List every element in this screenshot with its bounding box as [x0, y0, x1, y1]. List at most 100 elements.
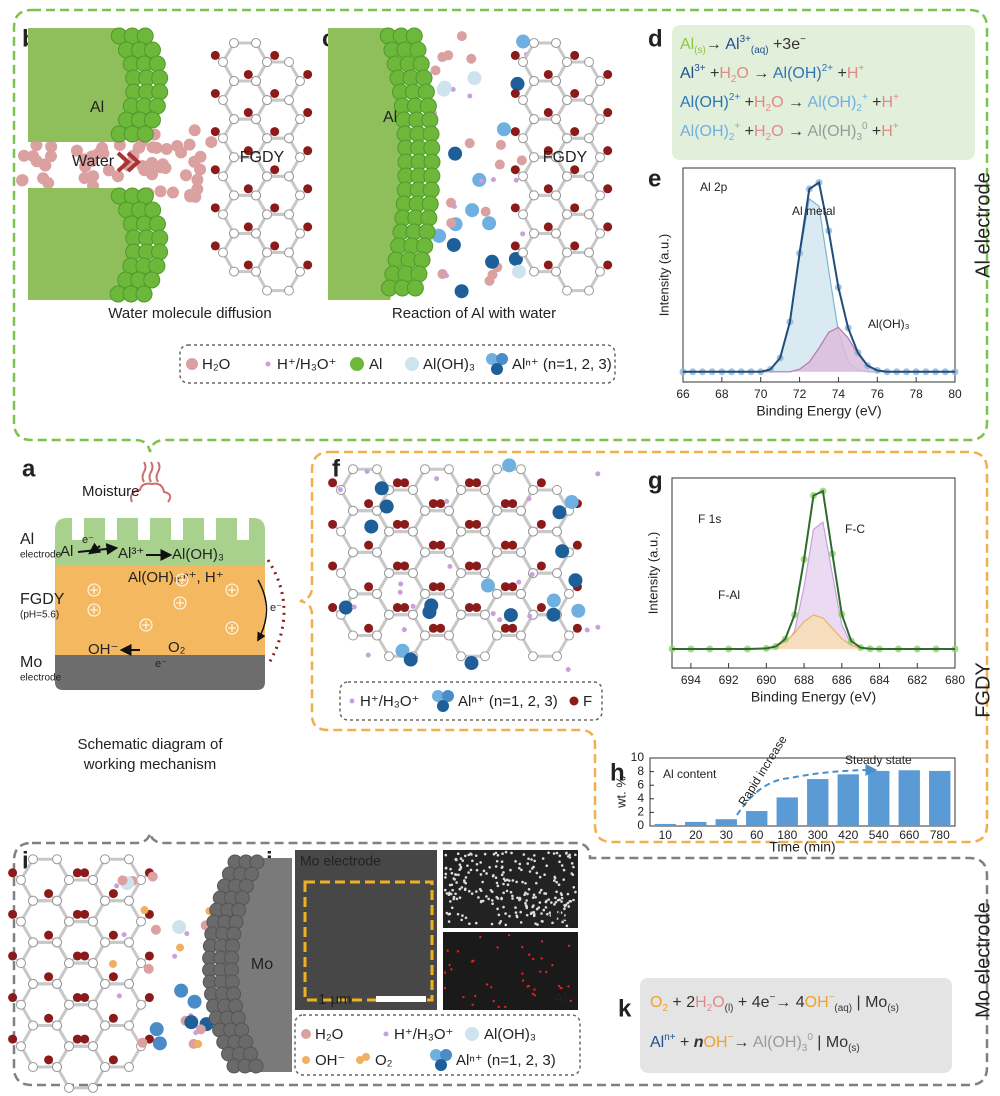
- f-atom: [270, 50, 280, 60]
- lattice-node: [100, 854, 110, 865]
- fit-line: [672, 489, 955, 650]
- water-molecule: [494, 159, 505, 170]
- lattice-node: [28, 1020, 38, 1031]
- proton: [351, 604, 357, 610]
- map-dot: [560, 986, 563, 990]
- map-dot: [519, 921, 523, 924]
- proton: [444, 498, 450, 504]
- f-atom: [572, 623, 582, 633]
- lattice-node: [551, 37, 561, 48]
- f-atom: [108, 930, 118, 940]
- proton: [365, 652, 371, 658]
- f-atom: [44, 1013, 54, 1023]
- map-dot: [479, 873, 483, 876]
- map-dot: [555, 917, 559, 920]
- f-atom: [303, 222, 313, 232]
- lattice-ring: [519, 613, 571, 658]
- map-dot: [447, 920, 451, 923]
- species-label: O₂: [168, 639, 186, 656]
- f-atom: [536, 478, 546, 488]
- map-dot: [488, 865, 491, 869]
- map-dot: [471, 1003, 474, 1006]
- map-dot: [526, 892, 529, 896]
- f-atom: [364, 582, 374, 592]
- f-atom: [570, 89, 580, 99]
- layer-sub: electrode: [20, 550, 62, 561]
- water-molecule: [194, 150, 207, 163]
- map-dot: [475, 890, 478, 893]
- map-dot: [495, 881, 499, 885]
- lattice-node: [408, 526, 418, 537]
- map-dot: [464, 876, 468, 879]
- lattice-node: [492, 630, 502, 641]
- map-label: Mo: [550, 907, 571, 924]
- annotation: Al(OH)₃: [868, 317, 910, 331]
- proton: [410, 603, 416, 609]
- x-tick-label: 690: [756, 673, 776, 687]
- map-dot: [531, 957, 535, 961]
- y-tick-label: 2: [637, 805, 644, 819]
- f-atom: [510, 203, 520, 213]
- equation-part: Al: [725, 36, 739, 53]
- map-dot: [572, 898, 575, 902]
- lattice-node: [529, 37, 539, 48]
- f-atom: [536, 519, 546, 529]
- map-dot: [554, 901, 558, 904]
- equation-part: Al(OH): [680, 94, 729, 111]
- x-tick-label: 680: [945, 673, 965, 687]
- plot-frame: [682, 167, 956, 383]
- map-dot: [515, 914, 519, 917]
- lattice-node: [295, 266, 305, 277]
- f-atom: [364, 623, 374, 633]
- lattice-node: [218, 95, 228, 106]
- lattice-node: [516, 547, 526, 558]
- map-dot: [560, 864, 564, 867]
- lattice-node: [284, 285, 294, 296]
- f-atom: [508, 540, 518, 550]
- al-ion: [480, 578, 495, 593]
- equation-part: +: [676, 1034, 694, 1051]
- proton: [516, 579, 522, 585]
- lattice-node: [284, 95, 294, 106]
- lattice-node: [52, 854, 62, 865]
- proton: [565, 667, 571, 673]
- lattice-node: [64, 875, 74, 885]
- map-dot: [496, 854, 500, 857]
- x-tick-label: 78: [909, 387, 923, 401]
- equation-part: −: [829, 992, 835, 1003]
- annotation: Al metal: [792, 204, 835, 218]
- legend-label: H₂O: [315, 1026, 343, 1043]
- lattice-node: [384, 609, 394, 620]
- al-ion: [564, 494, 579, 509]
- map-dot: [566, 901, 570, 905]
- x-tick-label: 686: [832, 673, 852, 687]
- lattice-node: [136, 916, 146, 927]
- f-atom: [464, 478, 474, 488]
- bar: [715, 819, 737, 826]
- water-molecule: [484, 275, 495, 286]
- lattice-node: [420, 505, 430, 516]
- map-dot: [497, 1005, 500, 1009]
- map-dot: [491, 899, 494, 902]
- proton: [397, 589, 403, 595]
- al-ion: [571, 603, 586, 618]
- lattice-node: [124, 978, 134, 989]
- particle: [432, 690, 444, 702]
- equation-part: +: [734, 121, 740, 132]
- map-dot: [448, 912, 452, 916]
- al-atom: [405, 27, 423, 45]
- lattice-node: [492, 505, 502, 516]
- lattice-ring: [254, 251, 302, 293]
- f-atom: [72, 909, 82, 919]
- map-dot: [444, 866, 448, 870]
- legend-marker: [356, 1056, 364, 1064]
- lattice-node: [218, 247, 228, 258]
- al-block: [28, 188, 138, 300]
- map-dot: [558, 860, 561, 864]
- f-atom: [570, 127, 580, 137]
- water-molecule: [42, 177, 55, 190]
- water-molecule: [443, 50, 454, 61]
- lattice-node: [348, 588, 358, 599]
- map-dot: [514, 911, 518, 914]
- equation-part: H: [754, 94, 766, 111]
